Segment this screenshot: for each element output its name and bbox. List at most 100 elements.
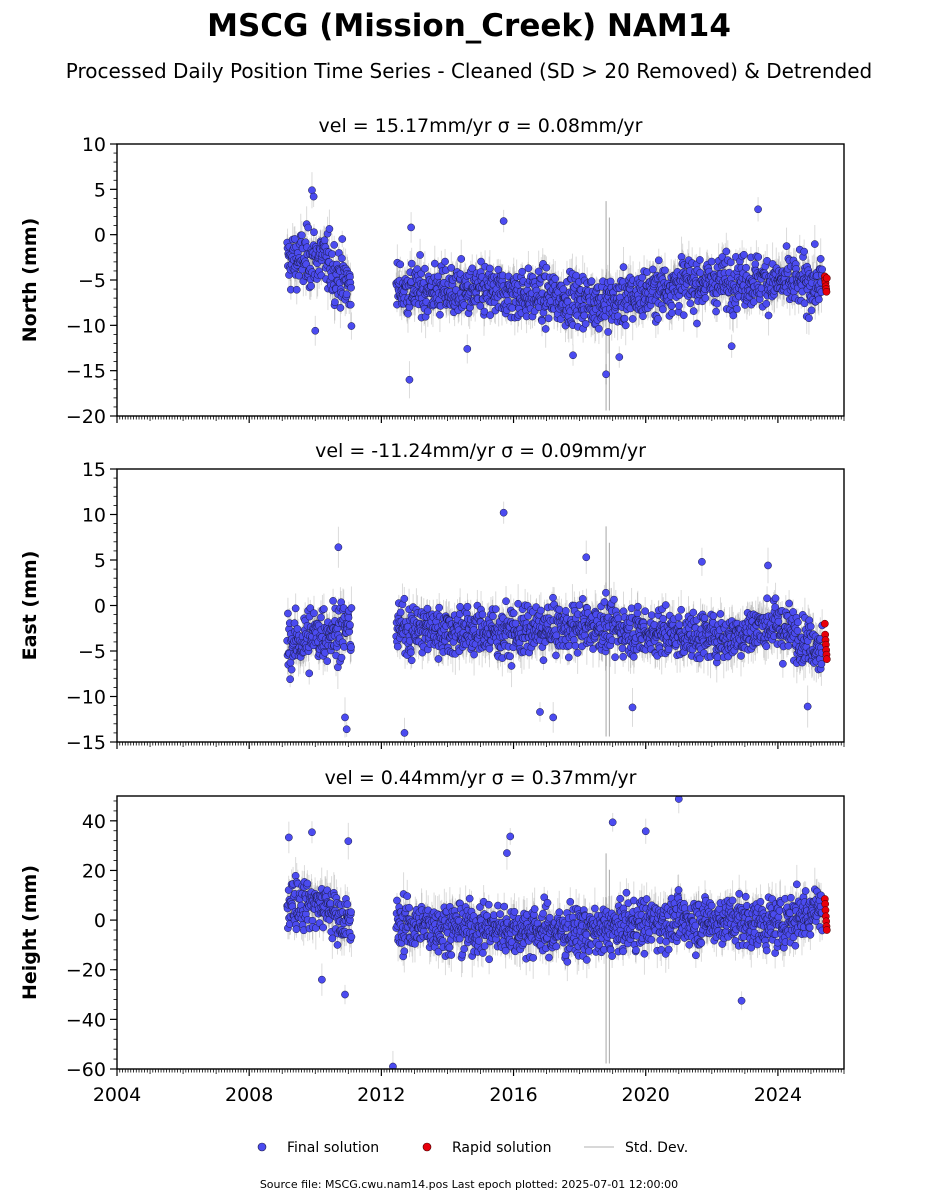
final-solution-point bbox=[291, 235, 299, 243]
final-solution-point bbox=[696, 268, 705, 277]
final-solution-point bbox=[347, 604, 356, 612]
final-solution-point bbox=[323, 657, 332, 666]
final-solution-point bbox=[347, 322, 356, 330]
final-solution-point bbox=[344, 613, 353, 622]
final-solution-point bbox=[754, 253, 763, 261]
final-solution-point bbox=[336, 303, 345, 312]
final-solution-point bbox=[328, 250, 336, 258]
final-solution-point bbox=[400, 594, 409, 603]
final-solution-point bbox=[436, 310, 444, 319]
final-solution-point bbox=[649, 265, 657, 274]
final-solution-point bbox=[544, 314, 553, 323]
final-solution-point bbox=[668, 309, 676, 317]
final-solution-point bbox=[818, 265, 827, 274]
final-solution-point bbox=[423, 307, 432, 316]
final-solution-point bbox=[331, 298, 339, 307]
final-solution-points-north bbox=[283, 186, 827, 384]
final-solution-point bbox=[696, 256, 704, 264]
final-solution-point bbox=[396, 608, 405, 617]
final-solution-point bbox=[320, 605, 328, 613]
final-solution-point bbox=[404, 309, 412, 318]
final-solution-point bbox=[435, 603, 444, 612]
final-solution-point bbox=[667, 301, 676, 310]
final-solution-point bbox=[537, 606, 545, 615]
final-solution-point bbox=[468, 264, 477, 273]
final-solution-point bbox=[693, 319, 701, 328]
final-solution-point bbox=[587, 277, 596, 285]
final-solution-points-east bbox=[283, 508, 827, 737]
final-solution-point bbox=[447, 264, 456, 272]
footer-source: Source file: MSCG.cwu.nam14.pos Last epo… bbox=[260, 1178, 678, 1191]
final-solution-point bbox=[713, 299, 721, 308]
final-solution-point bbox=[292, 285, 301, 294]
final-solution-point bbox=[307, 282, 315, 290]
final-solution-point bbox=[518, 267, 527, 276]
legend-marker-rapid bbox=[422, 1142, 432, 1152]
final-solution-point bbox=[712, 307, 720, 316]
final-solution-point bbox=[310, 228, 318, 237]
y-axis-label-east: East (mm) bbox=[19, 551, 41, 661]
final-solution-point bbox=[754, 205, 762, 214]
panel-east: vel = -11.24mm/yr σ = 0.09mm/yr East (mm)… bbox=[19, 440, 845, 754]
final-solution-point bbox=[480, 307, 489, 316]
final-solution-point bbox=[541, 325, 550, 333]
final-solution-point bbox=[291, 604, 300, 613]
final-solution-point bbox=[807, 306, 816, 315]
y-tick-label-north: −5 bbox=[78, 270, 106, 292]
final-solution-point bbox=[337, 653, 346, 662]
y-tick-label-north: 0 bbox=[94, 225, 106, 247]
final-solution-point bbox=[675, 301, 683, 310]
y-axis-label-north: North (mm) bbox=[19, 218, 41, 343]
final-solution-point bbox=[287, 665, 296, 674]
final-solution-point bbox=[727, 342, 736, 351]
final-solution-point bbox=[499, 217, 508, 225]
legend-label-stddev: Std. Dev. bbox=[625, 1140, 688, 1156]
final-solution-point bbox=[506, 652, 514, 661]
final-solution-point bbox=[621, 321, 630, 330]
final-solution-point bbox=[317, 613, 325, 622]
final-solution-point bbox=[782, 242, 791, 250]
rapid-solution-points-north bbox=[820, 272, 831, 296]
final-solution-point bbox=[654, 256, 663, 265]
final-solution-point bbox=[507, 662, 516, 670]
panel-title-north: vel = 15.17mm/yr σ = 0.08mm/yr bbox=[319, 115, 643, 137]
final-solution-point bbox=[305, 669, 314, 678]
final-solution-point bbox=[463, 345, 472, 353]
final-solution-point bbox=[689, 307, 698, 315]
final-solution-point bbox=[434, 655, 443, 663]
final-solution-point bbox=[569, 351, 577, 360]
final-solution-point bbox=[810, 240, 819, 248]
panel-title-east: vel = -11.24mm/yr σ = 0.09mm/yr bbox=[315, 440, 646, 462]
final-solution-point bbox=[308, 186, 316, 195]
final-solution-point bbox=[407, 223, 415, 232]
y-tick-label-north: −10 bbox=[66, 315, 106, 337]
final-solution-point bbox=[502, 597, 510, 606]
final-solution-point bbox=[407, 648, 415, 657]
final-solution-point bbox=[628, 315, 637, 323]
final-solution-point bbox=[298, 231, 306, 240]
final-solution-point bbox=[764, 311, 773, 320]
final-solution-point bbox=[604, 328, 612, 336]
final-solution-point bbox=[457, 255, 466, 263]
final-solution-point bbox=[658, 305, 667, 314]
final-solution-point bbox=[396, 260, 405, 269]
final-solution-point bbox=[539, 656, 548, 665]
legend-label-rapid: Rapid solution bbox=[452, 1140, 552, 1156]
final-solution-point bbox=[346, 621, 354, 629]
final-solution-point bbox=[486, 311, 495, 319]
final-solution-point bbox=[320, 236, 329, 245]
legend: Final solution Rapid solution Std. Dev. bbox=[257, 1140, 688, 1156]
final-solution-point bbox=[524, 264, 533, 273]
final-solution-point bbox=[416, 251, 424, 259]
panel-north: vel = 15.17mm/yr σ = 0.08mm/yr North (mm)… bbox=[19, 115, 845, 428]
final-solution-point bbox=[347, 643, 355, 651]
final-solution-point bbox=[762, 299, 771, 308]
final-solution-point bbox=[686, 299, 695, 308]
y-tick-label-north: 5 bbox=[94, 179, 106, 201]
final-solution-point bbox=[342, 290, 351, 299]
final-solution-point bbox=[551, 274, 560, 283]
plot-area-north bbox=[283, 172, 831, 411]
final-solution-point bbox=[751, 260, 760, 268]
final-solution-point bbox=[478, 610, 487, 619]
